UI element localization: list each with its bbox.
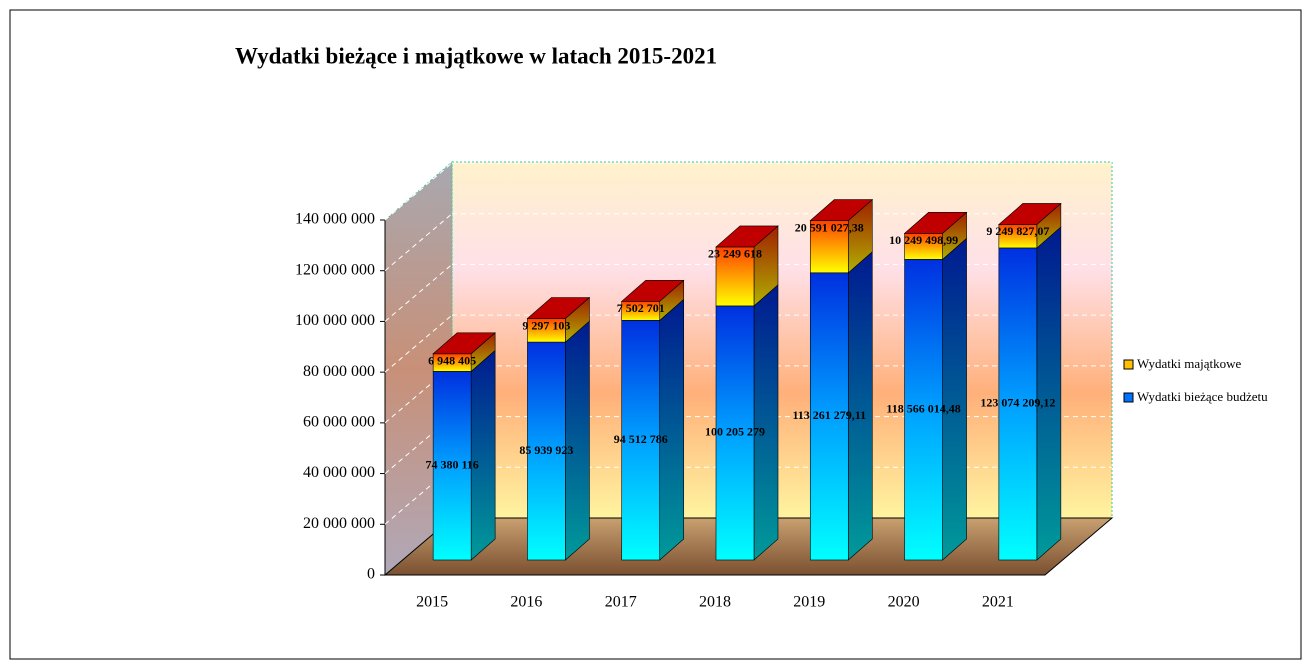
bar-side	[565, 320, 590, 561]
y-tick-label: 80 000 000	[303, 363, 375, 380]
x-tick-label: 2020	[888, 594, 920, 611]
value-label: 113 261 279,11	[792, 408, 866, 422]
bar	[527, 341, 566, 561]
bar-top	[432, 332, 496, 355]
value-label: 9 249 827,07	[986, 224, 1049, 238]
legend-swatch	[1123, 359, 1134, 370]
value-label: 85 939 923	[519, 443, 573, 457]
bar	[998, 247, 1038, 561]
bar-top	[809, 199, 874, 221]
grid-line	[384, 314, 453, 373]
bar-side	[659, 298, 685, 561]
value-label: 10 249 498,99	[889, 233, 958, 247]
bar	[809, 220, 849, 274]
bar-side	[942, 237, 967, 561]
value-label: 123 074 209,12	[980, 396, 1055, 410]
value-label: 74 380 116	[425, 457, 478, 471]
grid-line	[384, 264, 453, 322]
y-tick-label: 140 000 000	[295, 211, 375, 228]
y-tick-label: 60 000 000	[303, 414, 375, 431]
value-label: 94 512 786	[614, 432, 668, 446]
y-tick-label: 20 000 000	[303, 515, 375, 532]
bar-top	[526, 297, 591, 319]
bar	[621, 320, 661, 561]
bar	[809, 272, 849, 561]
y-tick-label: 40 000 000	[303, 464, 375, 481]
bar	[432, 371, 472, 561]
chart-title: Wydatki bieżące i majątkowe w latach 201…	[235, 43, 717, 68]
bar	[904, 259, 943, 561]
x-tick-label: 2016	[510, 594, 542, 611]
x-tick-label: 2019	[793, 594, 825, 611]
bar-side	[470, 349, 496, 561]
x-tick-label: 2021	[982, 594, 1014, 611]
value-label: 23 249 618	[708, 247, 762, 261]
x-tick-label: 2018	[699, 594, 731, 611]
x-tick-label: 2017	[605, 594, 637, 611]
value-label: 100 205 279	[705, 425, 765, 439]
bar-top	[998, 203, 1062, 225]
bar-top	[903, 212, 968, 234]
legend-label: Wydatki majątkowe	[1137, 356, 1241, 371]
value-label: 6 948 405	[428, 354, 476, 368]
value-label: 20 591 027,38	[795, 220, 864, 234]
value-label: 118 566 014,48	[886, 401, 960, 415]
legend-swatch	[1123, 392, 1134, 403]
value-label: 7 502 701	[617, 301, 665, 315]
bar	[715, 305, 755, 561]
legend-label: Wydatki bieżące budżetu	[1137, 389, 1268, 404]
grid-line	[384, 213, 453, 272]
y-tick-label: 120 000 000	[295, 261, 375, 278]
y-tick-label: 100 000 000	[295, 312, 375, 329]
grid-line	[384, 162, 453, 221]
bar-side	[753, 284, 779, 561]
x-tick-label: 2015	[416, 594, 448, 611]
bar-side	[1036, 226, 1062, 561]
bar-side	[847, 251, 873, 561]
bar-top	[620, 280, 685, 302]
value-label: 9 297 103	[522, 318, 570, 332]
bar-top	[715, 225, 779, 248]
bar	[904, 233, 943, 260]
bar	[715, 246, 755, 307]
y-tick-label: 0	[367, 566, 375, 583]
